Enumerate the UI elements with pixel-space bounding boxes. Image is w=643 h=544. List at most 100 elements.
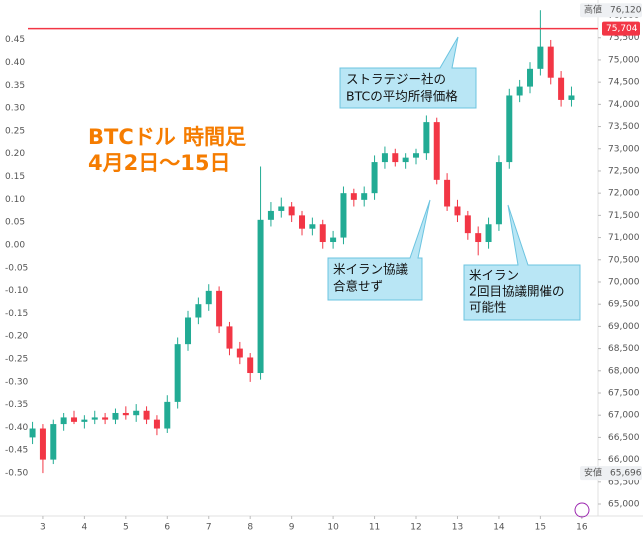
candle-body — [381, 153, 388, 163]
y2-tick-label: -0.05 — [5, 263, 28, 273]
candle-body — [454, 206, 461, 216]
y2-tick-label: -0.30 — [5, 377, 29, 387]
candle-body — [527, 68, 534, 87]
y-tick-label: 71,500 — [608, 211, 640, 221]
x-tick-label: 14 — [493, 523, 505, 533]
x-tick-label: 7 — [206, 523, 212, 533]
candle-body — [568, 95, 575, 100]
y2-tick-label: 0.35 — [5, 81, 25, 91]
candle-body — [195, 304, 202, 318]
annotation-text: 米イラン協議 — [333, 262, 409, 277]
candle-body — [485, 224, 492, 243]
y-tick-label: 74,000 — [608, 100, 640, 110]
y2-tick-label: -0.40 — [5, 423, 29, 433]
y-tick-label: 69,500 — [608, 300, 640, 310]
y-tick-label: 73,500 — [608, 122, 640, 132]
y-tick-label: 68,000 — [608, 366, 640, 376]
y-tick-label: 70,000 — [608, 277, 640, 287]
y2-tick-label: 0.30 — [5, 104, 25, 114]
candle-body — [278, 206, 285, 211]
candle-body — [50, 424, 57, 460]
candle-body — [330, 237, 337, 243]
chart-title: 4月2日〜15日 — [88, 151, 230, 175]
candle-body — [558, 77, 565, 100]
y2-tick-label: -0.25 — [5, 354, 28, 364]
reference-label: 75,704 — [606, 24, 638, 34]
candle-body — [340, 193, 347, 238]
y-tick-label: 74,500 — [608, 78, 640, 88]
y2-tick-label: 0.00 — [5, 240, 25, 250]
price-tag — [580, 3, 642, 18]
x-tick-label: 3 — [40, 523, 46, 533]
candle-body — [153, 419, 160, 429]
x-tick-label: 13 — [452, 523, 463, 533]
candle-body — [547, 46, 554, 78]
annotation-text: ストラテジー社の — [346, 72, 446, 87]
annotation-text: 可能性 — [469, 300, 507, 315]
y2-tick-label: -0.35 — [5, 400, 28, 410]
candle-body — [112, 412, 119, 420]
y-tick-label: 66,500 — [608, 433, 640, 443]
candle-body — [299, 215, 306, 229]
y-tick-label: 67,000 — [608, 411, 640, 421]
x-tick-label: 6 — [164, 523, 170, 533]
price-tag-name: 安値 — [584, 467, 602, 479]
candle-body — [164, 401, 171, 429]
candle-body — [495, 162, 502, 225]
candle-body — [516, 86, 523, 96]
candle-body — [81, 419, 88, 422]
candle-body — [506, 95, 513, 163]
candle-body — [29, 428, 36, 438]
candle-body — [444, 179, 451, 207]
price-tag-value: 65,696 — [610, 469, 642, 479]
candle-body — [257, 219, 264, 374]
candle-body — [350, 193, 357, 200]
y-tick-label: 70,500 — [608, 255, 640, 265]
candle-body — [537, 46, 544, 69]
x-tick-label: 15 — [535, 523, 546, 533]
candle-body — [205, 290, 212, 305]
price-tag — [580, 466, 642, 481]
y2-tick-label: 0.45 — [5, 35, 25, 45]
y-tick-label: 65,000 — [608, 500, 640, 510]
y-tick-label: 75,000 — [608, 55, 640, 65]
candle-body — [288, 206, 295, 216]
y-tick-label: 73,000 — [608, 144, 640, 154]
candle-body — [236, 348, 243, 358]
reference-tag — [602, 21, 640, 36]
candle-body — [102, 417, 109, 420]
y-tick-label: 68,500 — [608, 344, 640, 354]
y-tick-label: 72,000 — [608, 189, 640, 199]
y-tick-label: 75,500 — [608, 33, 640, 43]
x-tick-label: 11 — [369, 523, 380, 533]
candle-body — [71, 417, 78, 422]
price-tag-value: 76,120 — [610, 6, 642, 16]
y2-tick-label: 0.15 — [5, 172, 25, 182]
candle-body — [309, 224, 316, 229]
y2-tick-label: -0.15 — [5, 309, 28, 319]
y2-tick-label: -0.50 — [5, 469, 29, 479]
candle-body — [216, 290, 223, 327]
y-tick-label: 66,000 — [608, 455, 640, 465]
y2-tick-label: 0.10 — [5, 195, 25, 205]
x-tick-label: 8 — [247, 523, 253, 533]
y-tick-label: 65,500 — [608, 477, 640, 487]
y-tick-label: 69,000 — [608, 322, 640, 332]
x-tick-label: 9 — [289, 523, 295, 533]
candle-body — [433, 122, 440, 180]
candle-body — [39, 428, 46, 460]
callout-box — [463, 204, 581, 321]
candle-body — [267, 210, 274, 220]
candle-body — [361, 193, 368, 200]
candle-body — [413, 153, 420, 158]
candle-body — [226, 326, 233, 349]
candle-body — [133, 410, 140, 416]
callouts — [327, 36, 581, 321]
annotation-text: BTCの平均所得価格 — [346, 89, 458, 104]
candle-body — [174, 344, 181, 402]
y2-tick-label: 0.40 — [5, 58, 25, 68]
y2-tick-label: 0.05 — [5, 218, 25, 228]
chart-title: BTCドル 時間足 — [88, 125, 246, 149]
candle-body — [122, 412, 129, 416]
